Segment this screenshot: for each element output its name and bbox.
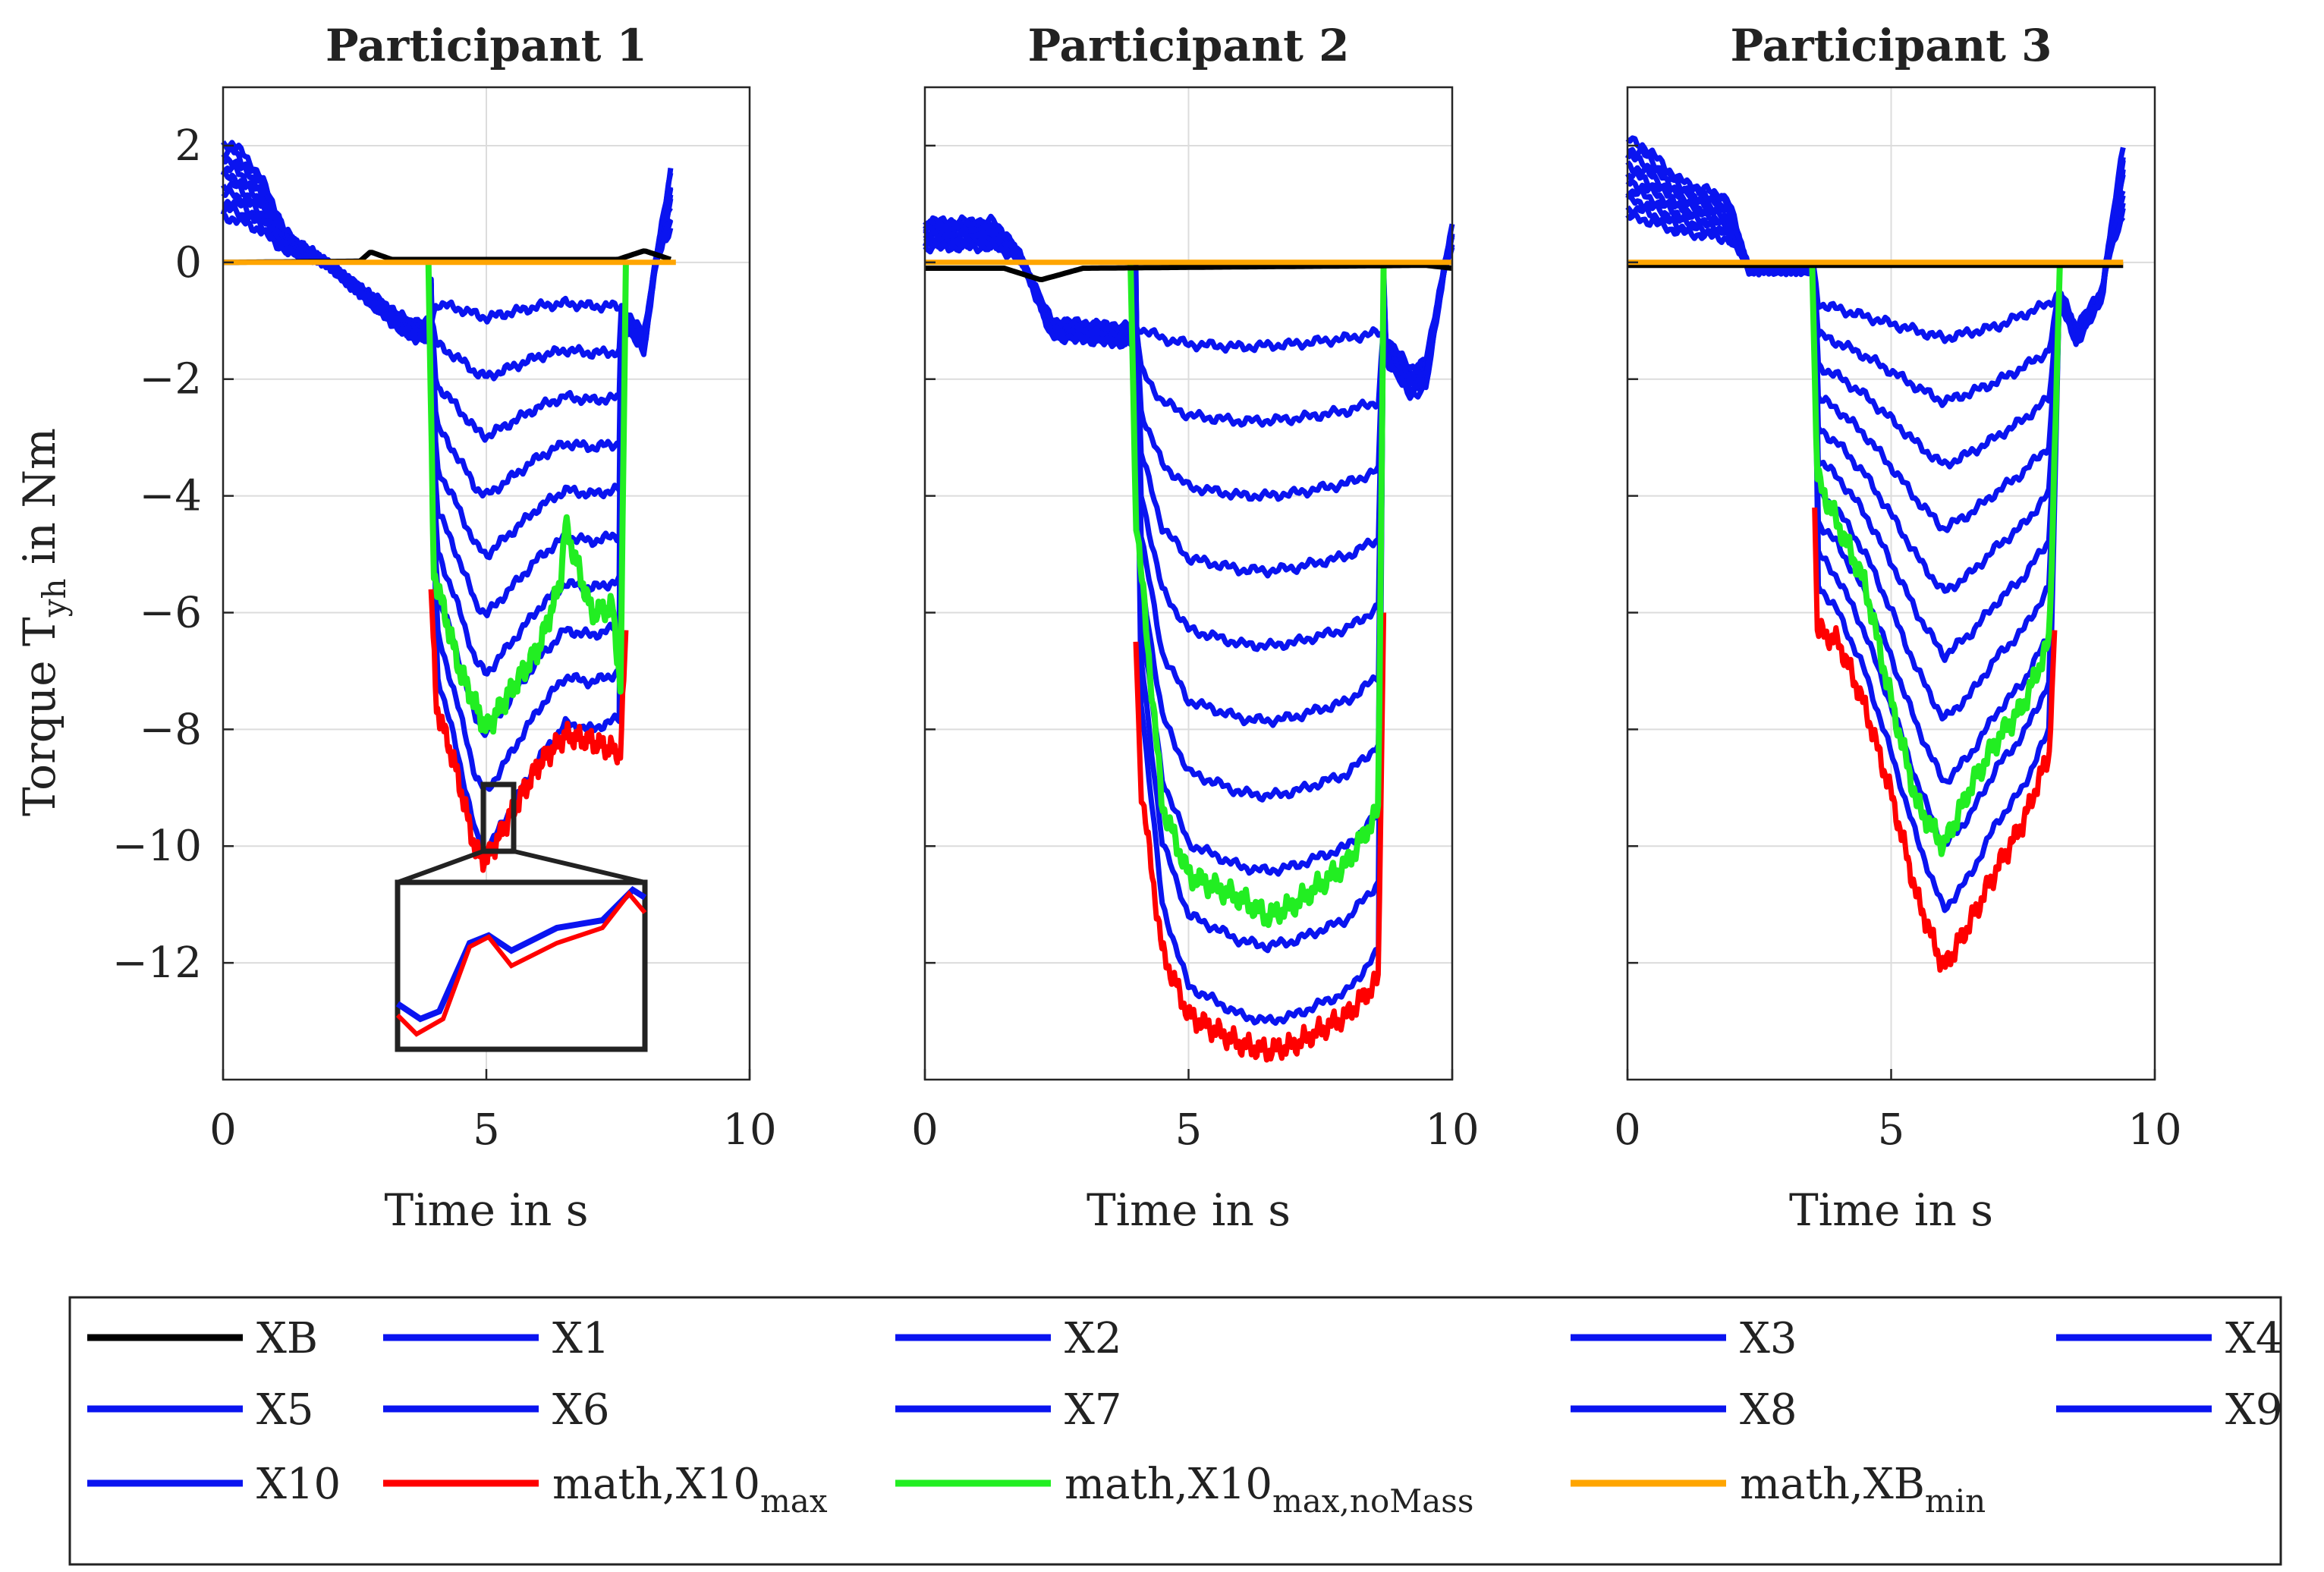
legend-label: X9 (2225, 1385, 2283, 1435)
panel-1: Participant 1 0 5 10 Time in s −12 −10 −8 −6 −4 −2… (112, 20, 777, 1236)
legend-label: math,XBmin (1740, 1460, 1986, 1520)
panels: Participant 1 0 5 10 Time in s −12 −10 −8 −6 −4 −2… (112, 20, 2182, 1236)
panel-title: Participant 3 (1730, 20, 2052, 71)
series-math-x10-max-line (1812, 507, 2058, 973)
series-math-x10-max-line (428, 589, 629, 873)
series-group (922, 213, 1455, 1063)
legend-entry-x9: X9 (2056, 1385, 2283, 1435)
x-tick-label: 0 (911, 1105, 939, 1155)
zoom-region-box (480, 781, 517, 854)
series-math-x10-max-line (1133, 612, 1387, 1063)
x-axis-label: Time in s (1789, 1184, 1993, 1236)
legend-entry-x4: X4 (2056, 1314, 2283, 1363)
legend: XB X1 X2 X3 X4 X5 X6 X7 X8 X9 X10 math,X10max math,X… (68, 1296, 2283, 1566)
x-tick-label: 5 (473, 1105, 500, 1155)
y-tick-label: −12 (112, 938, 202, 988)
legend-entry-xb: XB (87, 1314, 318, 1363)
legend-entry-math-x10-max-nomass: math,X10max,noMass (895, 1460, 1473, 1520)
series-x10-line (923, 240, 1455, 1027)
legend-label: X3 (1740, 1314, 1797, 1363)
legend-entry-x6: X6 (383, 1385, 610, 1435)
legend-entry-x2: X2 (895, 1314, 1122, 1363)
x-tick-label: 10 (2127, 1105, 2181, 1155)
legend-label: XB (256, 1314, 318, 1363)
series-x10-line (1625, 210, 2126, 913)
series-x4-line (220, 160, 674, 499)
series-group (1624, 135, 2126, 973)
legend-label: X10 (256, 1460, 341, 1509)
y-tick-label: −4 (139, 472, 202, 521)
y-tick-label: −8 (139, 705, 202, 754)
series-math-x10-max-nomass-line (1809, 262, 2063, 857)
legend-entry-math-xb-min: math,XBmin (1571, 1460, 1986, 1520)
y-axis-label-unit: in Nm (14, 428, 65, 579)
series-math-x10-max-nomass-line (1127, 262, 1387, 929)
series-x1-line (1625, 135, 2126, 344)
legend-label: X8 (1740, 1385, 1797, 1435)
legend-entry-x3: X3 (1571, 1314, 1797, 1363)
y-tick-label: 0 (175, 238, 202, 288)
legend-entry-math-x10-max: math,X10max (383, 1460, 828, 1520)
legend-label: X5 (256, 1385, 314, 1435)
legend-label: X6 (552, 1385, 610, 1435)
y-axis-label: Torque Tyh in Nm (14, 428, 73, 816)
legend-entry-x5: X5 (87, 1385, 314, 1435)
x-tick-label: 10 (1425, 1105, 1479, 1155)
y-tick-label: −6 (139, 588, 202, 637)
legend-entry-x1: X1 (383, 1314, 610, 1363)
series-x4-line (1625, 160, 2126, 533)
series-group (220, 140, 676, 873)
panel-3: Participant 3 0 5 10 Time in s (1614, 20, 2181, 1236)
series-x4-line (923, 222, 1455, 579)
zoom-connector (513, 849, 646, 885)
series-math-x10-max-nomass-line (425, 262, 629, 735)
series-x8-line (222, 196, 673, 738)
zoom-inset-math-x10-max-line (395, 890, 647, 1037)
legend-box (68, 1296, 2282, 1566)
x-tick-label: 5 (1175, 1105, 1203, 1155)
x-tick-label: 0 (1614, 1105, 1641, 1155)
series-x10-line (222, 212, 674, 857)
panel-title: Participant 1 (325, 20, 647, 71)
legend-label: X1 (552, 1314, 610, 1363)
panel-title: Participant 2 (1027, 20, 1349, 71)
series-xb-line (925, 263, 1453, 282)
series-x3-line (222, 156, 674, 443)
legend-label: math,X10max (552, 1460, 828, 1520)
y-tick-label: −10 (112, 822, 202, 871)
x-tick-label: 5 (1878, 1105, 1905, 1155)
y-tick-label: 2 (175, 121, 202, 171)
y-tick-label: −2 (139, 355, 202, 404)
x-tick-label: 10 (722, 1105, 776, 1155)
panel-2: Participant 2 0 5 10 Time in s (911, 20, 1479, 1236)
series-x3-line (1624, 151, 2126, 470)
legend-label: X7 (1065, 1385, 1122, 1435)
series-x5-line (1625, 168, 2126, 594)
legend-label: X2 (1065, 1314, 1122, 1363)
legend-entry-x10: X10 (87, 1460, 341, 1509)
zoom-connector (396, 849, 485, 885)
x-tick-label: 0 (209, 1105, 237, 1155)
legend-entry-x8: X8 (1571, 1385, 1797, 1435)
x-axis-label: Time in s (384, 1184, 588, 1236)
y-axis-label-sub: yh (36, 578, 73, 618)
x-axis-label: Time in s (1087, 1184, 1291, 1236)
legend-label: math,X10max,noMass (1065, 1460, 1473, 1520)
legend-entry-x7: X7 (895, 1385, 1122, 1435)
y-axis-label-main: Torque T (14, 617, 65, 816)
legend-label: X4 (2225, 1314, 2283, 1363)
